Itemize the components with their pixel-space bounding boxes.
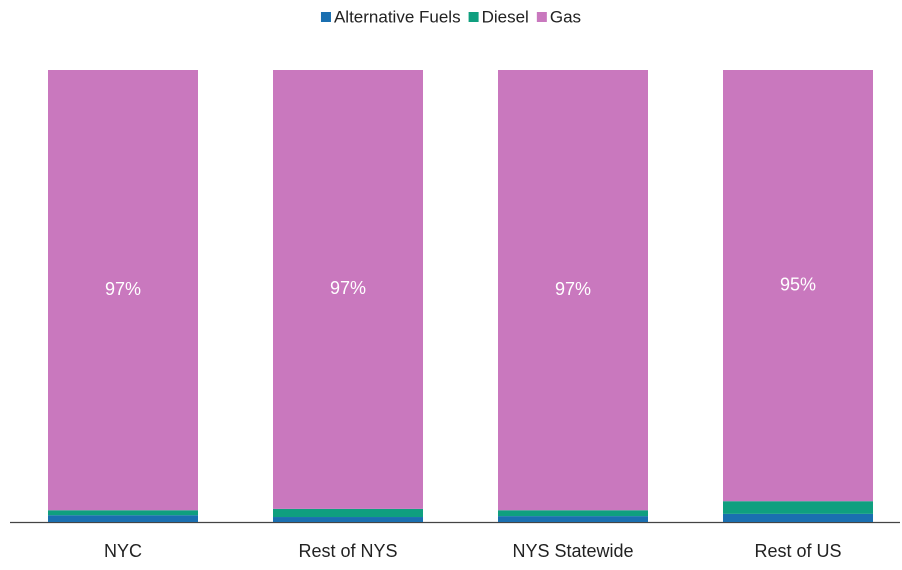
bar-segment — [48, 70, 198, 511]
data-label: 95% — [780, 274, 816, 294]
legend-swatch — [320, 12, 331, 22]
x-tick-label: NYS Statewide — [512, 541, 633, 561]
data-label: 97% — [105, 279, 141, 299]
bar-segment — [498, 70, 648, 511]
data-label: 97% — [555, 279, 591, 299]
x-tick-label: NYC — [104, 541, 142, 561]
legend-label: Diesel — [482, 7, 529, 26]
legend-label: Gas — [550, 7, 581, 26]
bar-segment — [723, 513, 873, 522]
bar-segment — [498, 510, 648, 517]
data-label: 97% — [330, 278, 366, 298]
x-tick-label: Rest of US — [754, 541, 841, 561]
bar-segment — [498, 516, 648, 522]
bar-segment — [48, 515, 198, 522]
bar-segment — [723, 501, 873, 514]
bar-segment — [273, 70, 423, 509]
legend-swatch — [536, 12, 547, 22]
bar-segment — [723, 70, 873, 502]
x-tick-label: Rest of NYS — [298, 541, 397, 561]
bar-segment — [273, 517, 423, 522]
bar-segment — [48, 510, 198, 516]
legend-label: Alternative Fuels — [334, 7, 461, 26]
legend-swatch — [468, 12, 479, 22]
bar-segment — [273, 508, 423, 518]
